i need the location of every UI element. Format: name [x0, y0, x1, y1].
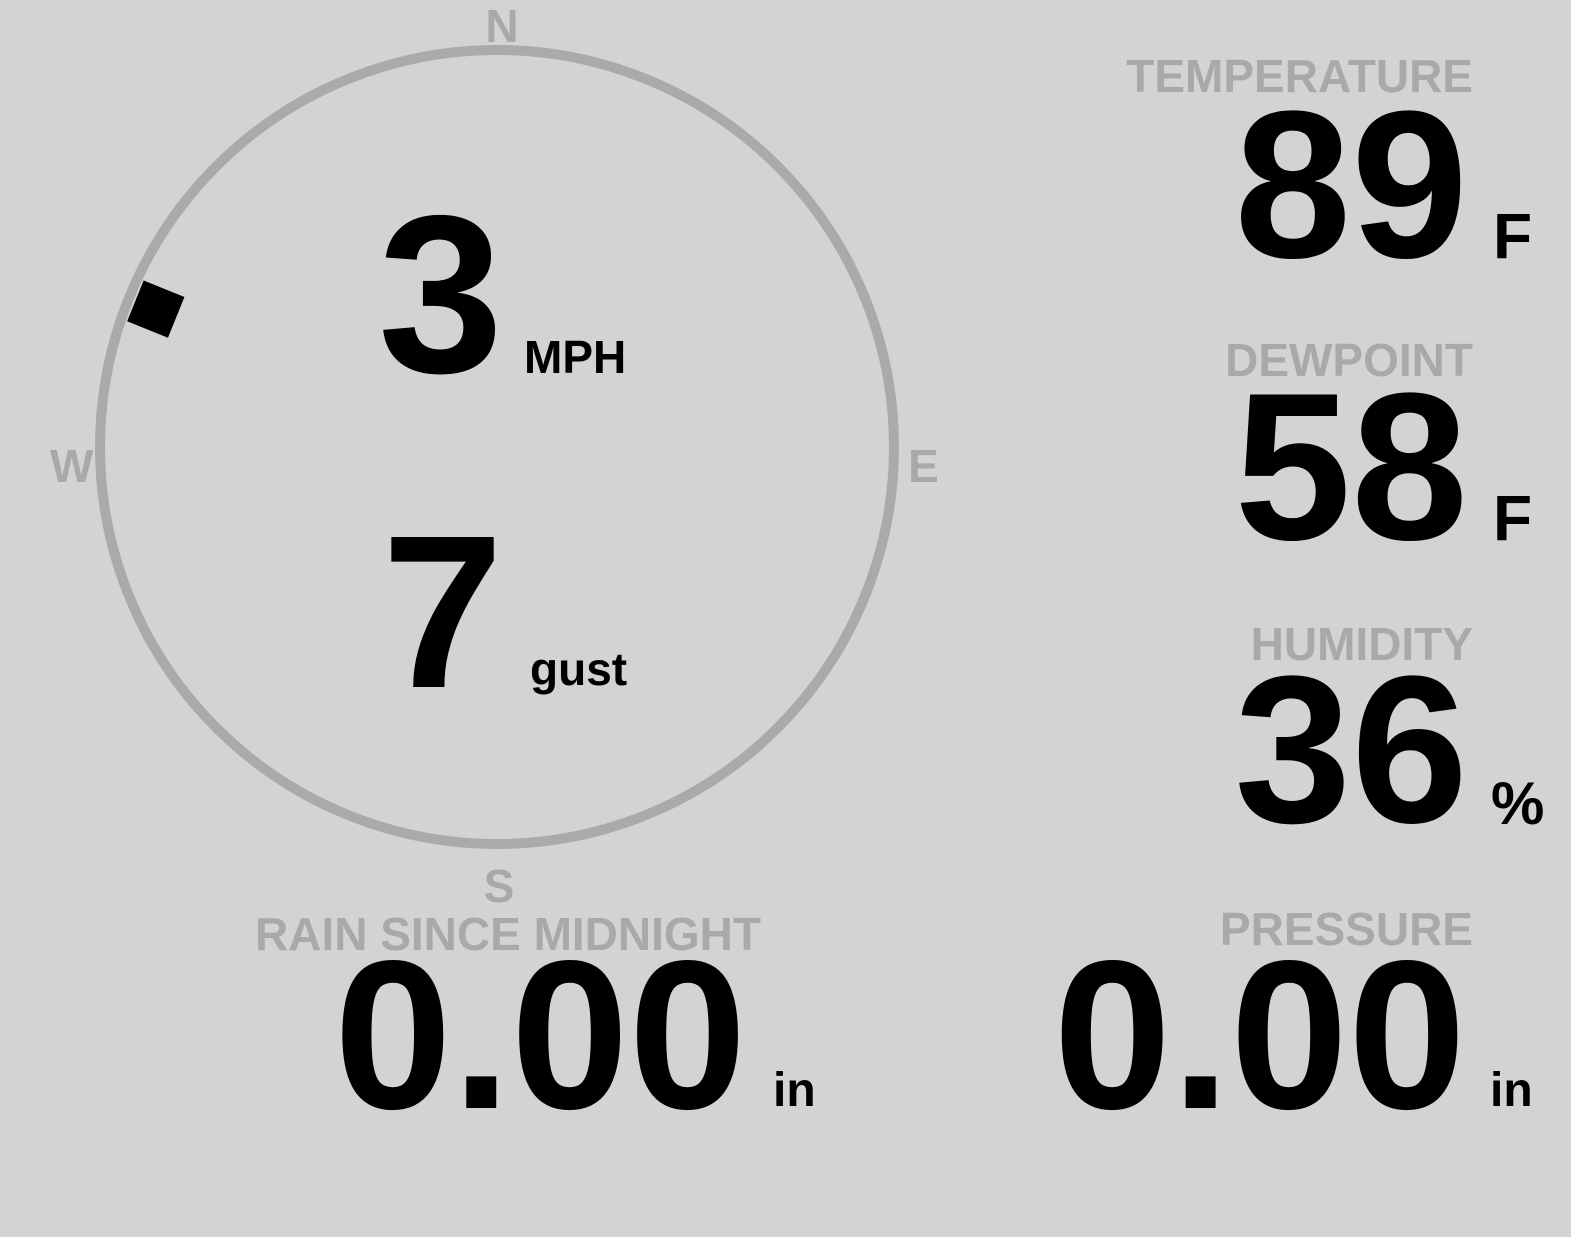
dewpoint-label: DEWPOINT — [1225, 334, 1473, 386]
dewpoint-value: 58 — [1234, 349, 1468, 584]
compass-west: W — [50, 440, 94, 492]
temperature-value: 89 — [1234, 67, 1468, 302]
compass-north: N — [485, 0, 519, 52]
wind-speed-value: 3 — [378, 168, 504, 420]
pressure-value: 0.00 — [1053, 916, 1466, 1153]
wind-gust-value: 7 — [382, 491, 504, 734]
wind-gust-unit: gust — [530, 643, 628, 695]
temperature-label: TEMPERATURE — [1126, 50, 1473, 102]
wind-direction-marker — [127, 280, 185, 338]
compass-south: S — [483, 860, 515, 912]
rain-unit: in — [773, 1064, 816, 1117]
pressure-label: PRESSURE — [1219, 903, 1473, 955]
humidity-label: HUMIDITY — [1250, 618, 1473, 670]
wind-speed-unit: MPH — [524, 331, 627, 383]
rain-label: RAIN SINCE MIDNIGHT — [255, 908, 761, 960]
humidity-unit: % — [1491, 770, 1545, 837]
temperature-unit: F — [1493, 200, 1533, 272]
compass-ring — [95, 45, 899, 849]
humidity-value: 36 — [1234, 632, 1468, 867]
compass-east: E — [908, 440, 939, 492]
pressure-unit: in — [1490, 1064, 1533, 1117]
rain-value: 0.00 — [334, 916, 747, 1153]
dewpoint-unit: F — [1493, 482, 1533, 554]
